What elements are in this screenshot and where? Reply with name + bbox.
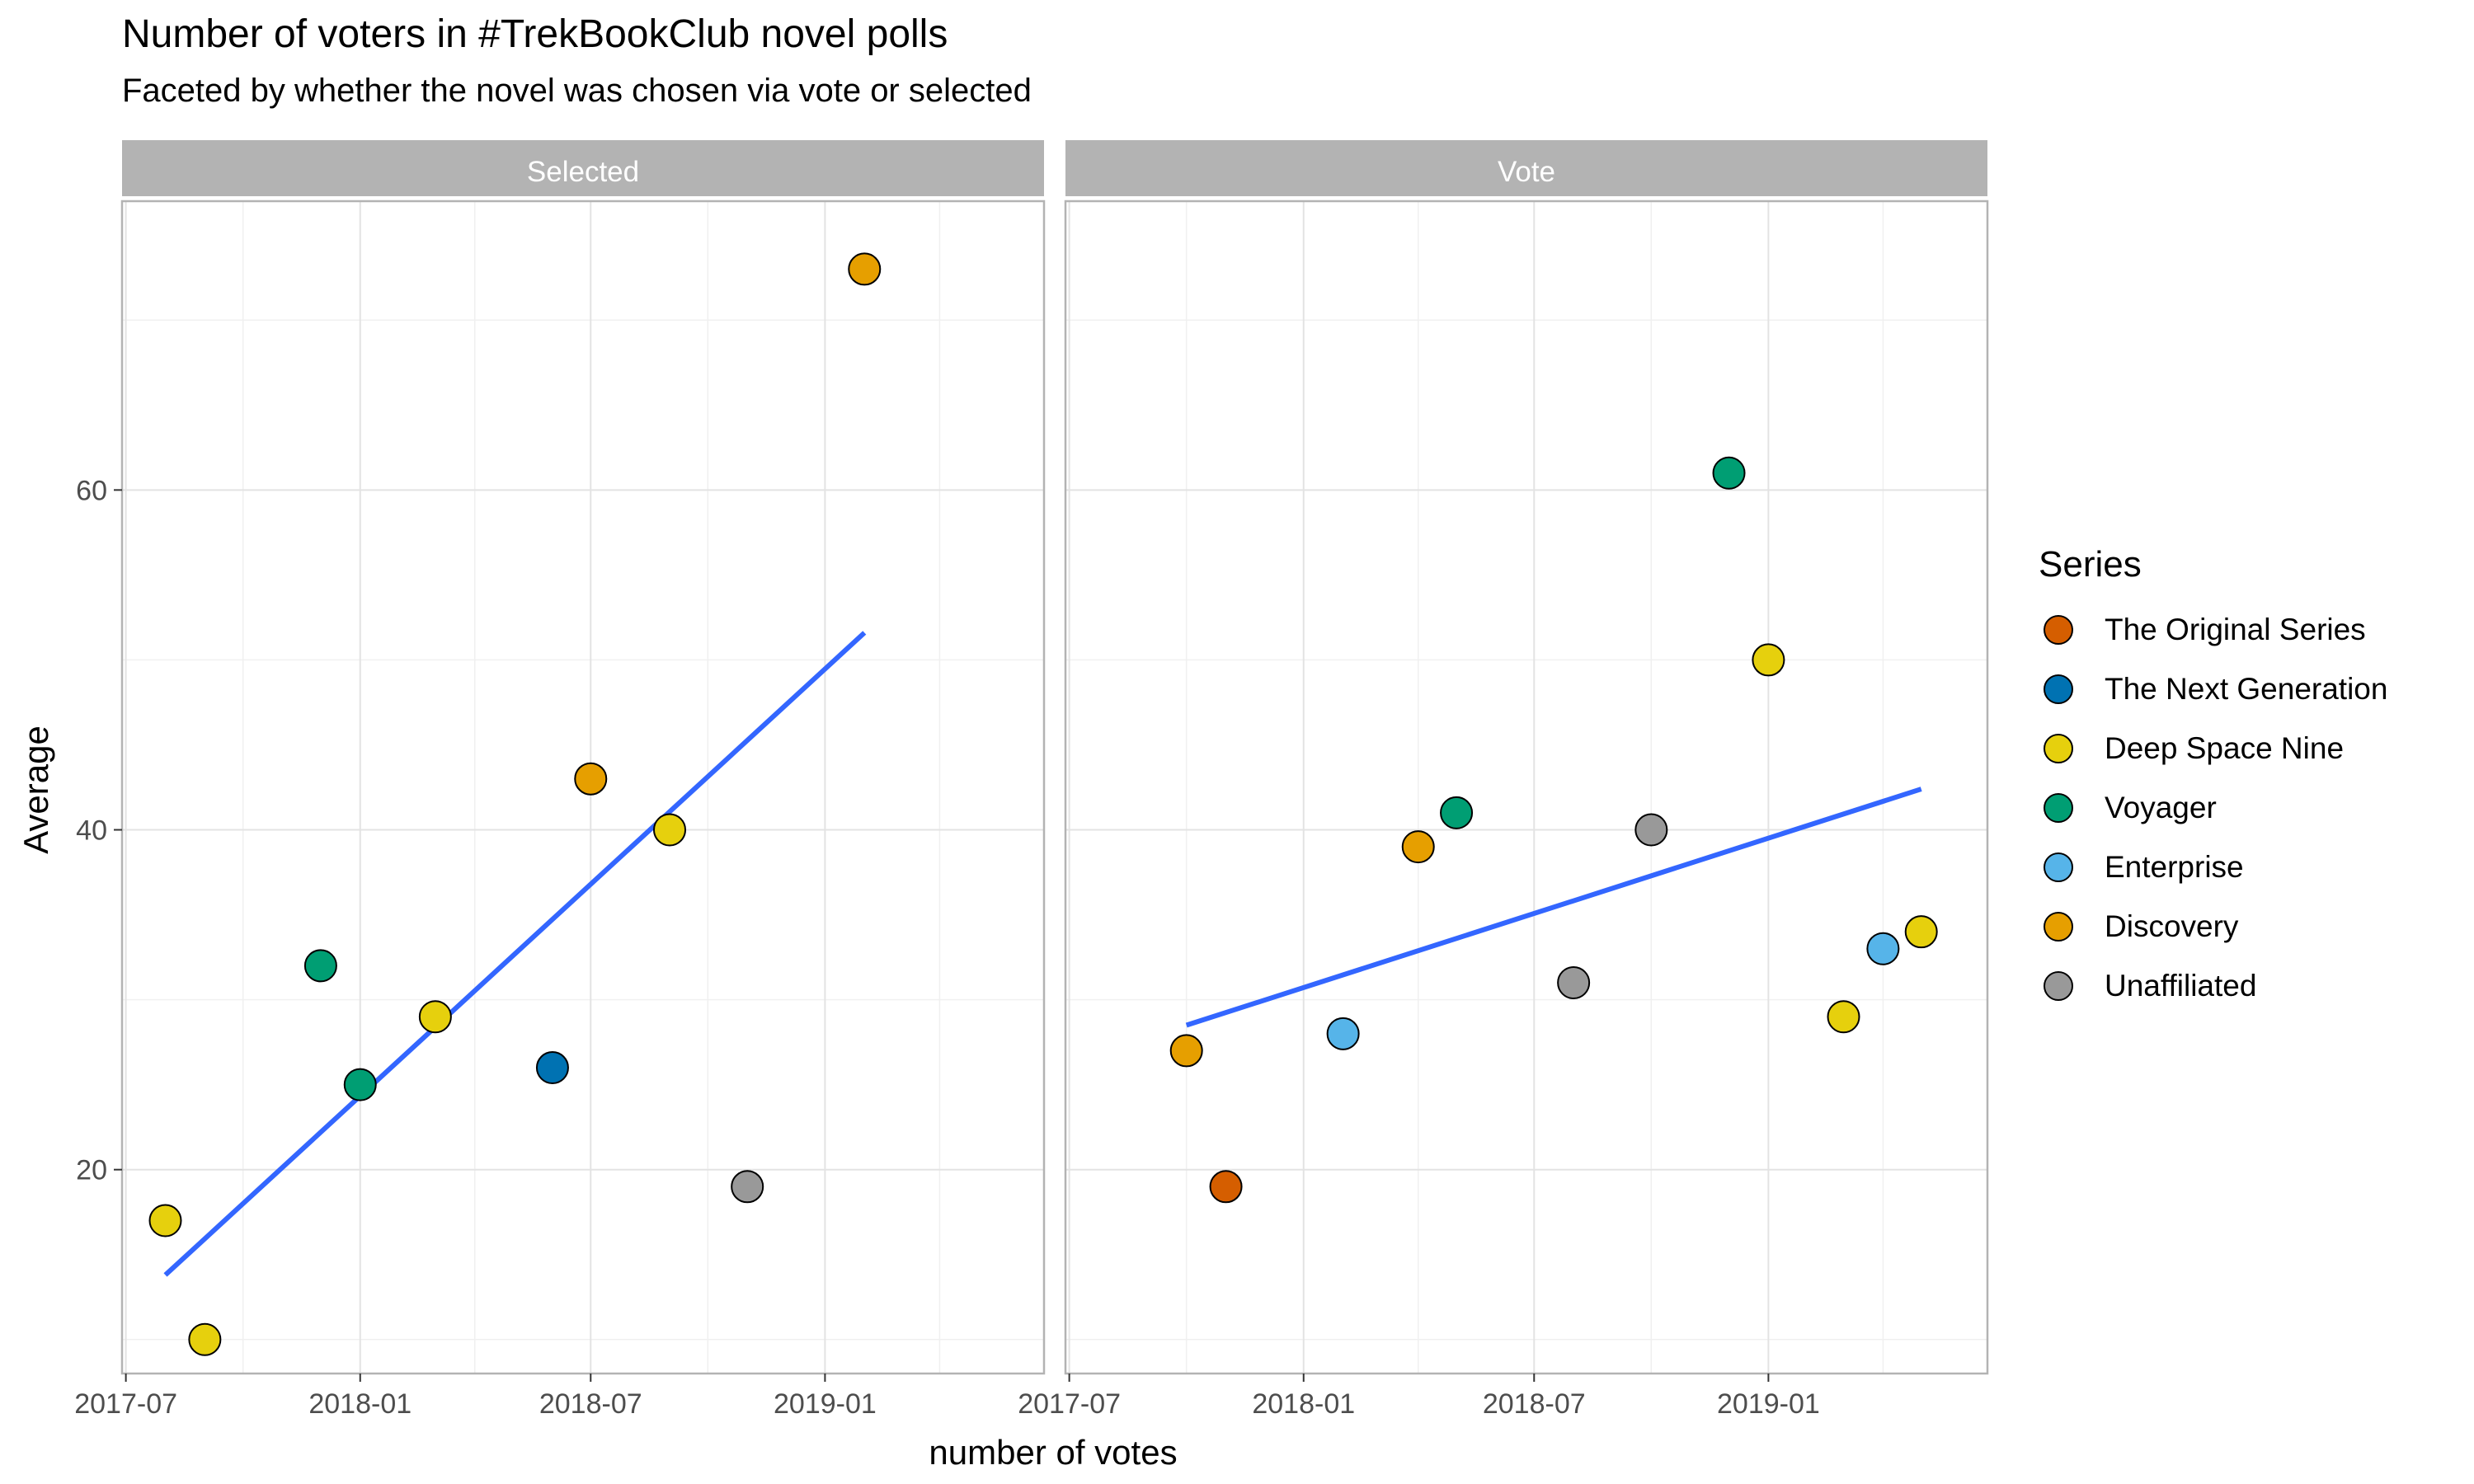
y-tick-label: 40 bbox=[76, 815, 107, 847]
y-axis-label: Average bbox=[16, 726, 55, 854]
data-point bbox=[653, 813, 687, 847]
legend-label: Voyager bbox=[2105, 791, 2217, 824]
legend-swatch bbox=[2044, 971, 2073, 1001]
x-tick-label: 2018-07 bbox=[1483, 1388, 1586, 1420]
data-point bbox=[574, 762, 608, 796]
data-point bbox=[535, 1051, 569, 1085]
legend-item: Discovery bbox=[2039, 897, 2387, 956]
x-tick-label: 2019-01 bbox=[774, 1388, 877, 1420]
trend-line bbox=[1185, 787, 1922, 1028]
legend-item: Enterprise bbox=[2039, 838, 2387, 897]
data-point bbox=[418, 1000, 452, 1034]
panel-border bbox=[1064, 200, 1989, 1375]
legend-title: Series bbox=[2039, 544, 2142, 585]
facet-panel-selected: Selected 2017-07 2018-01 2018-07 2019-01 20 40… bbox=[74, 140, 1046, 1420]
chart-title: Number of voters in #TrekBookClub novel … bbox=[122, 12, 948, 56]
x-tick-label: 2019-01 bbox=[1717, 1388, 1820, 1420]
legend-label: The Original Series bbox=[2105, 613, 2366, 646]
data-point bbox=[1440, 796, 1474, 829]
x-tick-label: 2018-07 bbox=[539, 1388, 642, 1420]
data-point bbox=[303, 949, 337, 983]
legend-item: Deep Space Nine bbox=[2039, 719, 2387, 778]
legend-item: Unaffiliated bbox=[2039, 956, 2387, 1016]
x-tick-label: 2018-01 bbox=[1252, 1388, 1355, 1420]
panel-background bbox=[1065, 201, 1987, 1374]
legend-item: The Next Generation bbox=[2039, 660, 2387, 719]
data-point bbox=[1752, 643, 1785, 677]
facet-strip-label: Selected bbox=[527, 156, 639, 188]
data-point bbox=[148, 1204, 182, 1237]
legend-label: Unaffiliated bbox=[2105, 969, 2257, 1003]
data-point bbox=[1401, 830, 1435, 864]
facet-panel-vote: Vote 2017-07 2018-01 2018-07 2019-01 bbox=[1018, 140, 1989, 1420]
data-point bbox=[1827, 1000, 1860, 1034]
x-tick-label: 2018-01 bbox=[308, 1388, 412, 1420]
legend-swatch bbox=[2044, 852, 2073, 882]
legend-swatch bbox=[2044, 674, 2073, 704]
data-point bbox=[1866, 932, 1900, 965]
trend-line bbox=[163, 631, 867, 1277]
facet-strip bbox=[1065, 140, 1987, 196]
legend-items: The Original Series The Next Generation De… bbox=[2039, 600, 2387, 1016]
legend: Series The Original Series The Next Gener… bbox=[2039, 544, 2387, 1016]
data-point bbox=[1209, 1170, 1243, 1204]
data-point bbox=[1904, 915, 1938, 949]
facet-strip-label: Vote bbox=[1498, 156, 1555, 188]
data-point bbox=[1557, 966, 1591, 999]
data-point bbox=[1169, 1034, 1203, 1068]
chart-subtitle: Faceted by whether the novel was chosen … bbox=[122, 73, 1032, 109]
data-point bbox=[1634, 813, 1668, 847]
legend-item: The Original Series bbox=[2039, 600, 2387, 660]
x-axis-label: number of votes bbox=[929, 1433, 1177, 1472]
data-point bbox=[343, 1068, 377, 1101]
panel-border bbox=[120, 200, 1046, 1375]
legend-label: Discovery bbox=[2105, 909, 2239, 943]
legend-item: Voyager bbox=[2039, 778, 2387, 838]
legend-label: Deep Space Nine bbox=[2105, 731, 2345, 765]
legend-label: Enterprise bbox=[2105, 850, 2244, 884]
legend-label: The Next Generation bbox=[2105, 672, 2388, 706]
data-point bbox=[848, 252, 882, 286]
legend-swatch bbox=[2044, 793, 2073, 823]
legend-swatch bbox=[2044, 912, 2073, 942]
data-point bbox=[1326, 1017, 1360, 1050]
legend-swatch bbox=[2044, 615, 2073, 645]
legend-swatch bbox=[2044, 734, 2073, 763]
facet-strip bbox=[122, 140, 1044, 196]
x-tick-label: 2017-07 bbox=[74, 1388, 177, 1420]
data-point bbox=[188, 1322, 222, 1356]
x-tick-label: 2017-07 bbox=[1018, 1388, 1121, 1420]
data-point bbox=[731, 1170, 764, 1204]
data-point bbox=[1712, 456, 1746, 490]
y-tick-label: 60 bbox=[76, 475, 107, 506]
y-tick-label: 20 bbox=[76, 1155, 107, 1186]
